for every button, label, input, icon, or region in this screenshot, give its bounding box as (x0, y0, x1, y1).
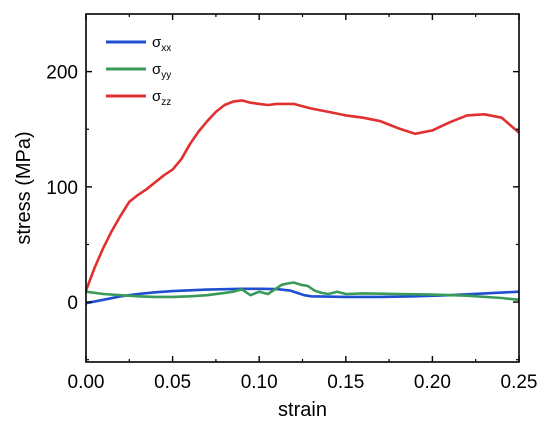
legend: σxx σyy σzz (106, 34, 171, 108)
legend-label-yy: σyy (152, 61, 171, 81)
x-tick-label: 0.00 (68, 372, 105, 393)
legend-label-xx: σxx (152, 34, 171, 54)
x-tick-label: 0.05 (154, 372, 191, 393)
x-tick-label: 0.25 (501, 372, 538, 393)
series-line-xx (85, 287, 520, 305)
x-axis: 0.00 0.05 0.10 0.15 0.20 0.25 (68, 14, 538, 393)
series-lines (84, 99, 520, 305)
y-tick-label: 100 (46, 178, 78, 199)
x-tick-label: 0.10 (241, 372, 278, 393)
y-axis-label: stress (MPa) (13, 131, 35, 244)
y-axis: 0 100 200 (46, 63, 519, 361)
legend-label-zz: σzz (152, 88, 171, 108)
series-line-zz (84, 99, 520, 292)
y-tick-label: 200 (46, 63, 78, 84)
x-axis-label: strain (278, 399, 327, 421)
series-line-yy (85, 281, 520, 302)
plot-frame (85, 13, 520, 363)
y-tick-label: 0 (67, 293, 78, 314)
x-tick-label: 0.20 (414, 372, 451, 393)
x-tick-label: 0.15 (327, 372, 364, 393)
